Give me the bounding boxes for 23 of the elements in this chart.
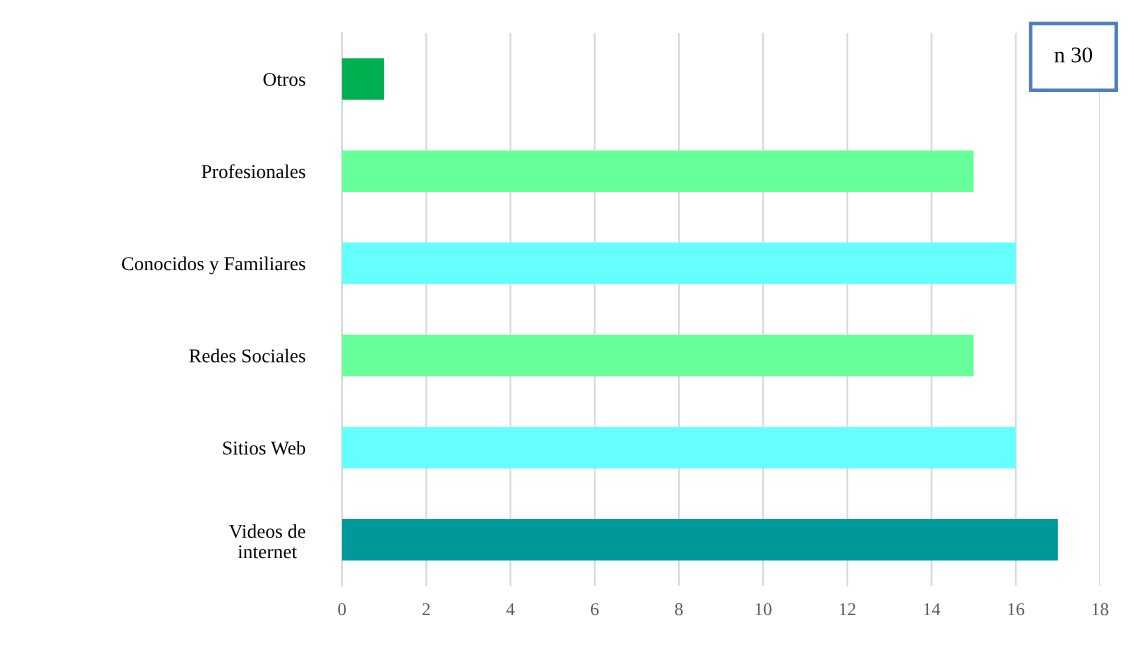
y-tick-label: Redes Sociales	[189, 348, 306, 363]
bar	[342, 334, 974, 377]
x-tick-label: 12	[839, 603, 856, 616]
y-tick-label: Sitios Web	[223, 440, 306, 455]
x-tick-label: 8	[675, 603, 683, 616]
x-tick-label: 18	[1092, 603, 1109, 616]
x-tick-label: 10	[755, 603, 772, 616]
x-tick-label: 4	[506, 603, 515, 616]
x-tick-label: 14	[924, 603, 941, 616]
x-tick-label: 2	[422, 603, 430, 616]
annotation: n 30	[1054, 47, 1093, 63]
y-tick-label: Conocidos y Familiares	[122, 256, 306, 275]
x-tick-label: 0	[338, 603, 346, 616]
x-tick-label: 16	[1008, 603, 1025, 616]
bar	[342, 58, 385, 100]
bar	[342, 519, 1058, 561]
x-tick-label: 6	[590, 603, 599, 616]
bar	[342, 150, 974, 192]
y-tick-label: Otros	[263, 72, 306, 86]
y-tick-label: Videos de internet	[228, 524, 306, 559]
bar	[342, 242, 1016, 285]
y-tick-label: Profesionales	[201, 164, 306, 179]
bar	[342, 426, 1016, 469]
